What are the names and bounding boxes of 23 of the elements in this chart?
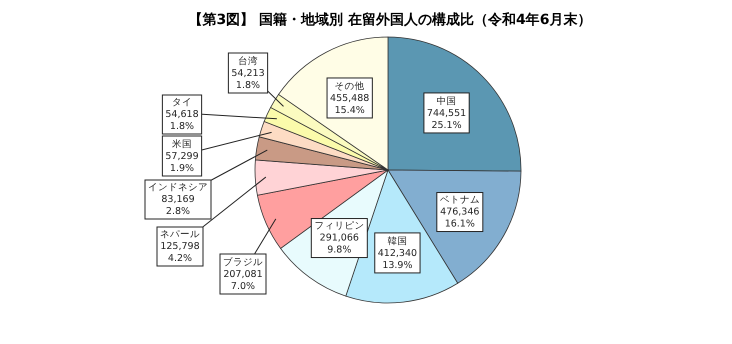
slice-label: ブラジル: [223, 256, 263, 268]
slice-label: 米国: [172, 138, 192, 150]
slice-label: 台湾: [238, 55, 258, 67]
data-label: 476,346 16.1%: [440, 206, 480, 230]
data-label: 207,081 7.0%: [223, 269, 263, 292]
slice-label: フィリピン: [314, 220, 364, 232]
slice-label: ベトナム: [440, 194, 480, 206]
slice-label: 中国: [436, 94, 457, 107]
data-label: 412,340 13.9%: [378, 248, 418, 271]
chart-title: 【第3図】 国籍・地域別 在留外国人の構成比（令和4年6月末）: [188, 12, 592, 28]
data-label: 54,213 1.8%: [231, 68, 265, 91]
data-label: 291,066 9.8%: [320, 232, 359, 256]
slice-label: タイ: [172, 97, 192, 108]
slice-label: 韓国: [387, 234, 408, 247]
data-label: 54,618 1.8%: [165, 109, 199, 132]
slice-label: その他: [334, 80, 365, 92]
data-label: 83,169 2.8%: [161, 194, 195, 217]
data-label: 455,488 15.4%: [330, 92, 370, 116]
data-label: 744,551 25.1%: [426, 108, 466, 131]
data-label: 57,299 1.9%: [165, 151, 199, 174]
slice-label: インドネシア: [148, 182, 208, 193]
slice-label: ネパール: [160, 229, 200, 240]
data-label: 125,798 4.2%: [160, 241, 200, 264]
